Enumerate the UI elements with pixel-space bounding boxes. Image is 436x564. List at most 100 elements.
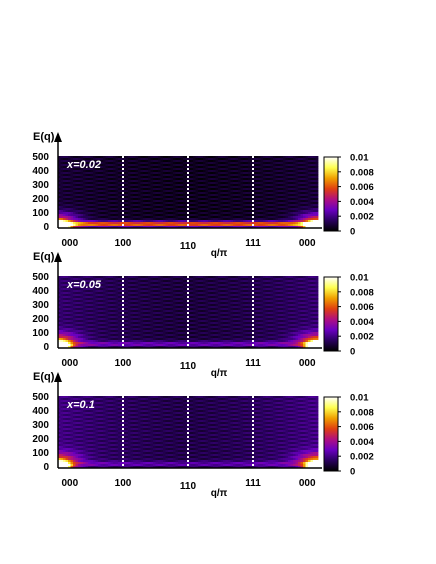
heatmap-cell [168, 210, 171, 213]
heatmap-cell [68, 220, 71, 223]
heatmap-cell [283, 192, 286, 195]
heatmap-cell [98, 182, 101, 185]
heatmap-cell [130, 176, 134, 179]
heatmap-cell [150, 206, 154, 209]
heatmap-cell [185, 164, 189, 167]
heatmap-cell [140, 222, 144, 225]
heatmap-cell [113, 206, 116, 209]
heatmap-cell [103, 158, 106, 161]
heatmap-cell [93, 184, 96, 187]
heatmap-cell [103, 186, 106, 189]
heatmap-cell [143, 202, 146, 205]
heatmap-cell [210, 168, 214, 171]
heatmap-cell [58, 222, 61, 225]
heatmap-cell [298, 214, 301, 217]
heatmap-cell [195, 158, 199, 161]
heatmap-cell [120, 182, 124, 185]
heatmap-cell [68, 208, 71, 211]
heatmap-cell [265, 158, 269, 161]
heatmap-cell [128, 174, 131, 177]
heatmap-cell [130, 166, 134, 169]
heatmap-cell [188, 218, 191, 221]
heatmap-cell [298, 210, 301, 213]
heatmap-cell [170, 162, 174, 165]
heatmap-cell [148, 216, 151, 219]
heatmap-cell [278, 168, 281, 171]
heatmap-cell [250, 160, 254, 163]
heatmap-cell [258, 202, 261, 205]
heatmap-cell [268, 160, 271, 163]
heatmap-cell [73, 184, 76, 187]
heatmap-cell [178, 158, 181, 161]
heatmap-cell [100, 208, 104, 211]
heatmap-cell [103, 212, 106, 215]
heatmap-cell [250, 180, 254, 183]
heatmap-cell [75, 198, 79, 201]
heatmap-cell [220, 212, 224, 215]
heatmap-cell [293, 178, 296, 181]
heatmap-cell [240, 190, 244, 193]
heatmap-cell [275, 190, 279, 193]
heatmap-cell [210, 198, 214, 201]
heatmap-cell [185, 160, 189, 163]
heatmap-cell [200, 186, 204, 189]
heatmap-cell [150, 192, 154, 195]
heatmap-cell [113, 156, 116, 159]
heatmap-cell [210, 192, 214, 195]
heatmap-cell [213, 170, 216, 173]
heatmap-cell [108, 188, 111, 191]
heatmap-cell [158, 170, 161, 173]
heatmap-cell [155, 186, 159, 189]
heatmap-cell [223, 210, 226, 213]
heatmap-cell [268, 176, 271, 179]
heatmap-cell [258, 208, 261, 211]
heatmap-cell [123, 178, 126, 181]
heatmap-cell [245, 162, 249, 165]
heatmap-cell [198, 174, 201, 177]
heatmap-cell [240, 202, 244, 205]
heatmap-cell [203, 166, 206, 169]
heatmap-cell [260, 210, 264, 213]
heatmap-cell [210, 200, 214, 203]
heatmap-cell [95, 182, 99, 185]
heatmap-cell [180, 168, 184, 171]
heatmap-cell [145, 198, 149, 201]
heatmap-cell [180, 200, 184, 203]
heatmap-cell [128, 216, 131, 219]
heatmap-cell [200, 162, 204, 165]
heatmap-cell [165, 180, 169, 183]
heatmap-cell [193, 196, 196, 199]
heatmap-cell [95, 156, 99, 159]
heatmap-cell [155, 200, 159, 203]
heatmap-cell [68, 202, 71, 205]
heatmap-cell [213, 212, 216, 215]
heatmap-cell [165, 188, 169, 191]
heatmap-cell [95, 184, 99, 187]
heatmap-cell [278, 194, 281, 197]
heatmap-cell [283, 178, 286, 181]
heatmap-cell [78, 212, 81, 215]
heatmap-cell [293, 182, 296, 185]
heatmap-cell [125, 204, 129, 207]
heatmap-cell [93, 214, 96, 217]
heatmap-cell [145, 212, 149, 215]
heatmap-cell [293, 180, 296, 183]
heatmap-cell [183, 210, 186, 213]
heatmap-cell [123, 158, 126, 161]
heatmap-cell [315, 220, 319, 223]
heatmap-cell [60, 208, 64, 211]
heatmap-cell [225, 190, 229, 193]
heatmap-cell [268, 164, 271, 167]
heatmap-cell [65, 210, 69, 213]
heatmap-cell [278, 162, 281, 165]
heatmap-cell [215, 204, 219, 207]
heatmap-cell [105, 168, 109, 171]
heatmap-cell [175, 158, 179, 161]
heatmap-cell [143, 180, 146, 183]
heatmap-cell [208, 204, 211, 207]
heatmap-cell [173, 166, 176, 169]
heatmap-cell [78, 220, 81, 223]
heatmap-cell [165, 204, 169, 207]
heatmap-cell [308, 220, 311, 223]
heatmap-cell [113, 212, 116, 215]
